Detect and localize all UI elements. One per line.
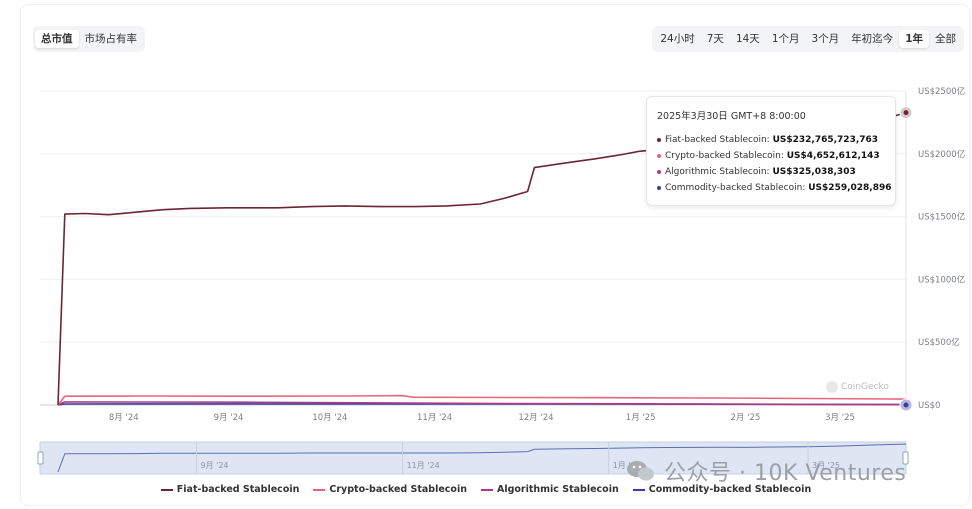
range-navigator: 9月 '24 11月 '24 1月 '25 3月 '25: [37, 441, 909, 475]
navigator-right-handle: [902, 451, 909, 465]
range-3m[interactable]: 3个月: [811, 33, 840, 45]
series-line: [57, 394, 907, 406]
time-range-toggle: 24小时 7天 14天 1个月 3个月 年初迄今 1年 全部: [652, 26, 964, 52]
range-24h[interactable]: 24小时: [660, 33, 695, 45]
range-7d[interactable]: 7天: [706, 33, 724, 45]
tooltip-row-value: US$325,038,303: [772, 167, 856, 177]
range-ytd[interactable]: 年初迄今: [851, 33, 894, 45]
legend-item[interactable]: Fiat-backed Stablecoin: [160, 484, 300, 495]
x-tick-label: 8月 '24: [109, 413, 139, 423]
legend-item[interactable]: Algorithmic Stablecoin: [480, 484, 619, 495]
navigator-label: 9月 '24: [201, 461, 229, 470]
metric-toggle: 总市值 市场占有率: [33, 26, 145, 52]
coingecko-attribution: CoinGecko: [826, 381, 889, 393]
range-14d[interactable]: 14天: [735, 33, 760, 45]
legend-label: Algorithmic Stablecoin: [496, 484, 619, 495]
y-tick-label: US$2000亿: [918, 149, 965, 160]
navigator-label: 3月 '25: [812, 461, 840, 470]
series-dot-icon: [657, 169, 661, 174]
tooltip-date: 2025年3月30日 GMT+8 8:00:00: [657, 111, 806, 122]
tooltip-row-value: US$259,028,896: [808, 183, 892, 193]
grid-lines: [40, 90, 907, 410]
x-tick-label: 3月 '25: [825, 413, 855, 423]
wechat-icon: [627, 461, 654, 481]
hover-markers: [899, 106, 913, 412]
watermark-text: 公众号 · 10K Ventures: [664, 461, 907, 486]
y-tick-label: US$2500亿: [918, 86, 965, 97]
x-tick-label: 10月 '24: [312, 413, 347, 423]
x-tick-label: 9月 '24: [214, 413, 244, 423]
legend-label: Commodity-backed Stablecoin: [648, 484, 812, 495]
series-line: [57, 401, 907, 406]
tooltip-row: Algorithmic Stablecoin: US$325,038,303: [657, 167, 856, 177]
y-tick-label: US$0: [918, 401, 940, 411]
tab-market-share[interactable]: 市场占有率: [84, 33, 138, 45]
tooltip-row-value: US$232,765,723,763: [772, 135, 879, 145]
legend-label: Crypto-backed Stablecoin: [329, 484, 467, 495]
legend-swatch: [160, 488, 173, 491]
range-all[interactable]: 全部: [935, 33, 956, 45]
chart-legend: Fiat-backed Stablecoin Crypto-backed Sta…: [0, 484, 972, 495]
x-tick-label: 2月 '25: [731, 413, 761, 423]
x-axis-ticks: 8月 '24 9月 '24 10月 '24 11月 '24 12月 '24 1月 '25 2…: [109, 413, 855, 423]
series-lines: [57, 111, 907, 406]
y-tick-label: US$500亿: [918, 337, 960, 348]
legend-swatch: [480, 488, 493, 491]
legend-swatch: [313, 488, 326, 491]
x-tick-label: 12月 '24: [518, 413, 553, 423]
tooltip-row: Fiat-backed Stablecoin: US$232,765,723,7…: [657, 135, 878, 145]
coingecko-logo-icon: [826, 381, 838, 393]
hover-tooltip: 2025年3月30日 GMT+8 8:00:00 Fiat-backed Sta…: [646, 96, 896, 206]
x-tick-label: 11月 '24: [417, 413, 452, 423]
tooltip-row: Crypto-backed Stablecoin: US$4,652,612,1…: [657, 151, 880, 161]
chart-card: [20, 4, 970, 506]
series-dot-icon: [657, 137, 661, 142]
hover-marker-dot: [903, 402, 909, 408]
range-1y[interactable]: 1年: [899, 30, 929, 48]
navigator-label: 1月 '25: [613, 461, 641, 470]
y-tick-label: US$1000亿: [918, 274, 965, 285]
series-dot-icon: [657, 185, 661, 190]
tooltip-row-label: Crypto-backed Stablecoin:: [665, 151, 784, 161]
y-tick-label: US$1500亿: [918, 212, 965, 223]
hover-marker-dot: [903, 110, 909, 116]
tooltip-row-label: Commodity-backed Stablecoin:: [665, 183, 806, 193]
legend-swatch: [632, 488, 645, 491]
legend-item[interactable]: Crypto-backed Stablecoin: [313, 484, 467, 495]
y-axis-ticks: US$0 US$500亿 US$1000亿 US$1500亿 US$2000亿 US$25…: [918, 86, 965, 411]
range-1m[interactable]: 1个月: [771, 33, 800, 45]
tooltip-row: Commodity-backed Stablecoin: US$259,028,…: [657, 183, 892, 193]
x-tick-label: 1月 '25: [626, 413, 656, 423]
legend-item[interactable]: Commodity-backed Stablecoin: [632, 484, 812, 495]
tooltip-row-label: Fiat-backed Stablecoin:: [665, 135, 770, 145]
tooltip-row-value: US$4,652,612,143: [786, 151, 880, 161]
tab-total-market-cap[interactable]: 总市值: [35, 30, 79, 48]
legend-label: Fiat-backed Stablecoin: [176, 484, 300, 495]
tooltip-row-label: Algorithmic Stablecoin:: [665, 167, 770, 177]
series-dot-icon: [657, 153, 661, 158]
navigator-series-line: [57, 443, 907, 473]
navigator-label: 11月 '24: [407, 461, 440, 470]
navigator-left-handle: [37, 451, 44, 465]
coingecko-label: CoinGecko: [841, 382, 889, 392]
